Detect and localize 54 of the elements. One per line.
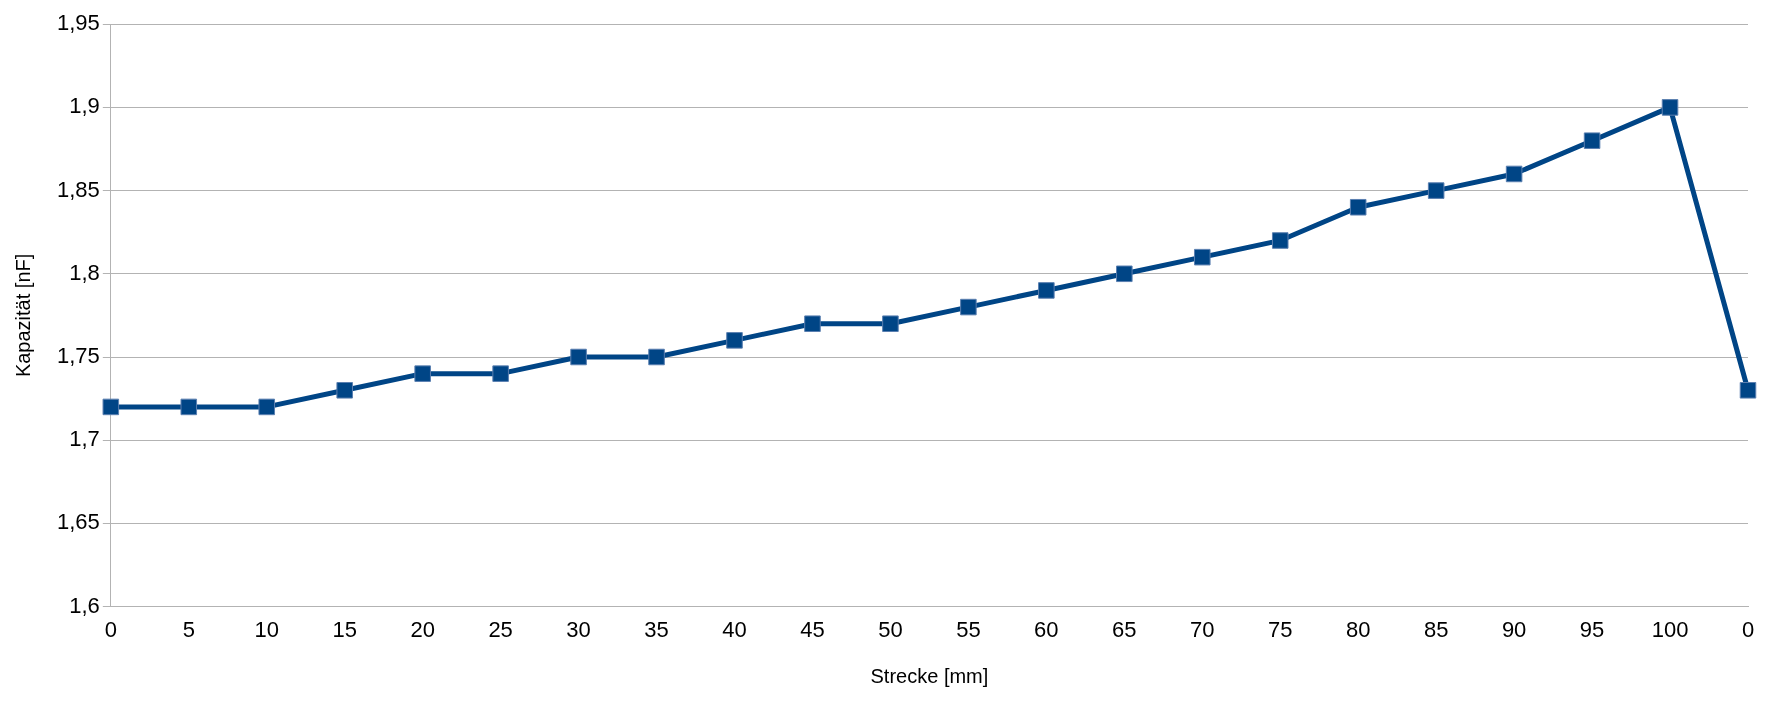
point xyxy=(492,365,509,382)
point xyxy=(648,348,665,366)
x-tick-label: 15 xyxy=(332,616,357,642)
point xyxy=(180,398,198,416)
x-tick-label: 40 xyxy=(722,616,747,642)
x-tick-label: 30 xyxy=(566,616,591,642)
point xyxy=(804,315,821,332)
point xyxy=(1427,182,1445,199)
x-tick-label: 0 xyxy=(104,616,117,642)
point xyxy=(102,398,120,416)
point xyxy=(1505,165,1523,183)
point xyxy=(960,298,977,316)
point xyxy=(1349,198,1367,216)
y-tick-label: 1,85 xyxy=(56,176,100,202)
x-tick-label: 75 xyxy=(1267,616,1293,642)
y-axis-title: Kapazität [nF] xyxy=(11,253,34,378)
y-tick-label: 1,8 xyxy=(69,259,100,285)
point xyxy=(1038,282,1055,299)
point xyxy=(1661,99,1679,116)
point xyxy=(1193,248,1211,266)
point xyxy=(336,382,353,399)
y-tick-label: 1,7 xyxy=(69,426,100,452)
x-tick-label: 45 xyxy=(800,616,825,642)
point xyxy=(882,315,899,332)
x-tick-label: 65 xyxy=(1112,616,1137,642)
point xyxy=(1583,132,1601,149)
x-tick-label: 100 xyxy=(1651,616,1689,642)
x-tick-label: 50 xyxy=(878,616,903,642)
x-tick-label: 20 xyxy=(410,616,435,642)
y-tick-label: 1,65 xyxy=(56,509,100,535)
x-tick-label: 80 xyxy=(1345,616,1371,642)
x-tick-label: 60 xyxy=(1034,616,1059,642)
x-tick-label: 25 xyxy=(488,616,513,642)
point xyxy=(414,365,431,382)
point xyxy=(258,398,276,416)
x-tick-label: 0 xyxy=(1741,616,1755,642)
x-tick-label: 95 xyxy=(1579,616,1605,642)
point xyxy=(1116,265,1133,283)
x-tick-label: 5 xyxy=(182,616,195,642)
x-tick-label: 55 xyxy=(956,616,981,642)
point xyxy=(1271,232,1289,249)
x-tick-label: 10 xyxy=(254,616,279,642)
y-tick-label: 1,95 xyxy=(56,10,100,36)
x-tick-label: 85 xyxy=(1423,616,1449,642)
point xyxy=(570,348,587,366)
x-tick-label: 70 xyxy=(1190,616,1215,642)
x-tick-label: 90 xyxy=(1501,616,1527,642)
x-axis-title: Strecke [mm] xyxy=(870,664,989,687)
x-tick-label: 35 xyxy=(644,616,669,642)
point xyxy=(726,332,743,349)
y-tick-label: 1,6 xyxy=(69,592,100,618)
y-tick-label: 1,9 xyxy=(69,93,100,119)
y-tick-label: 1,75 xyxy=(56,343,100,369)
point xyxy=(1739,382,1757,399)
